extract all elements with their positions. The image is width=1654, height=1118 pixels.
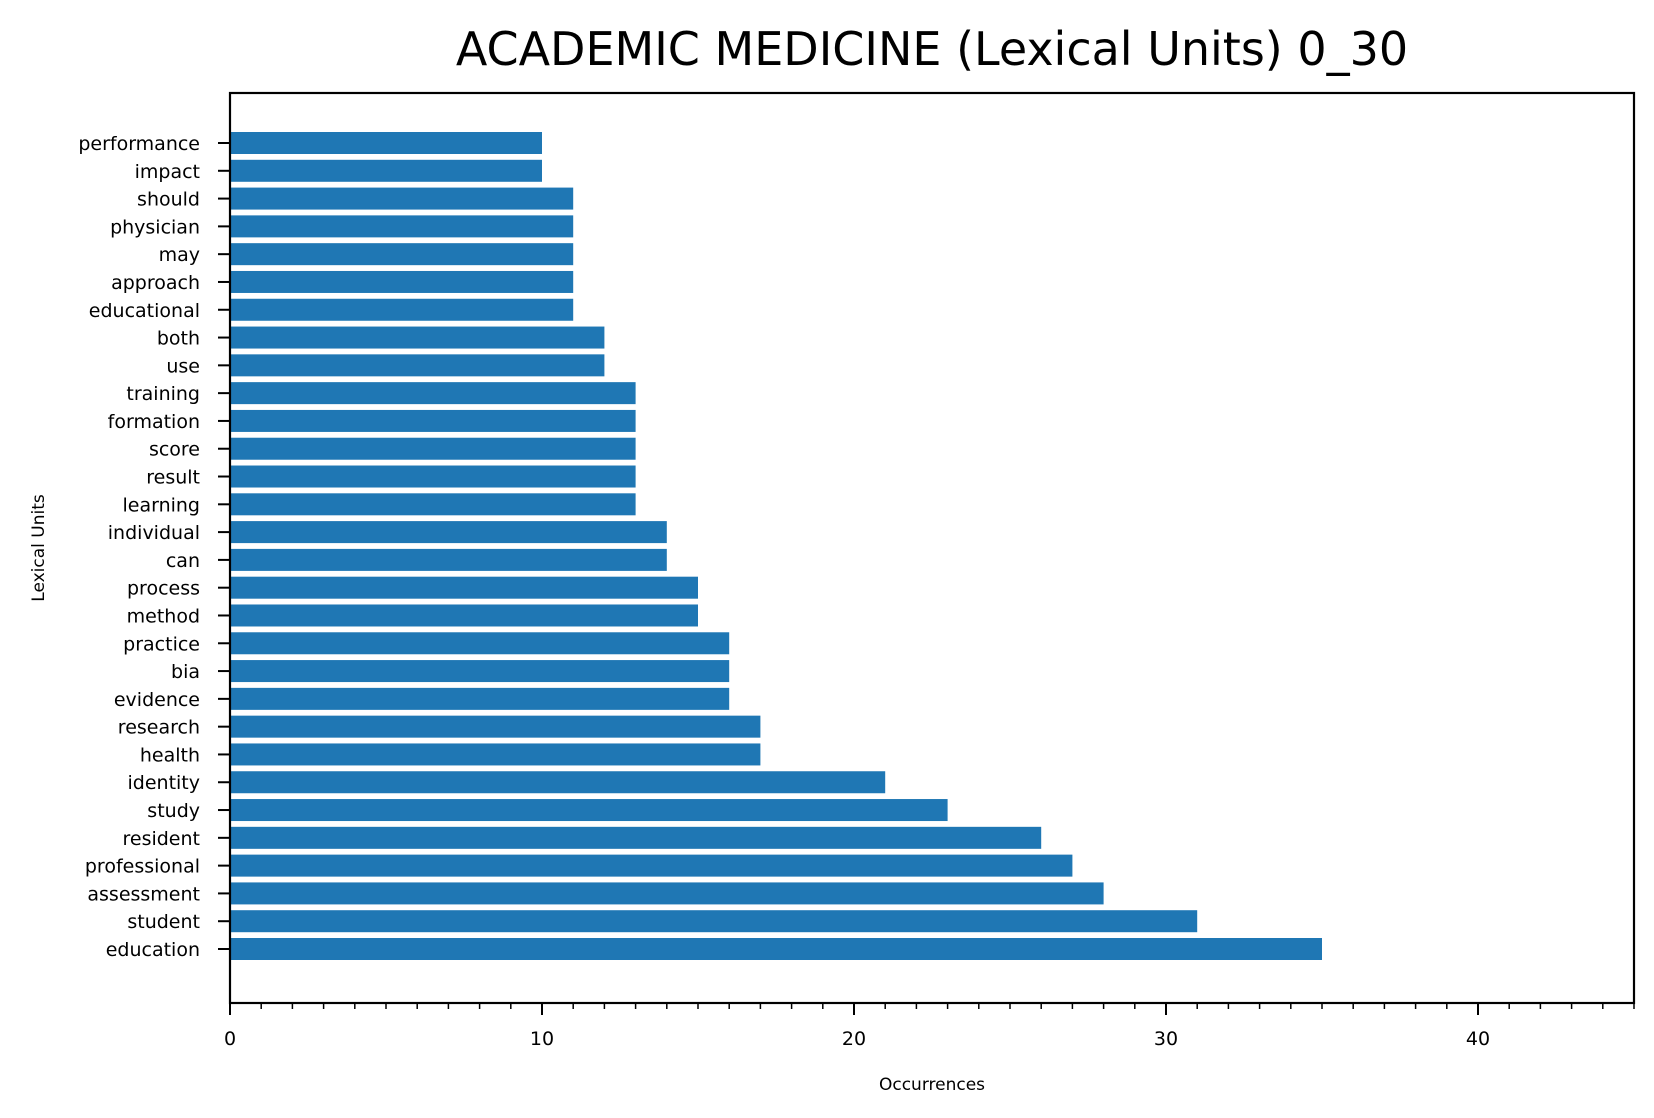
- bar-may: [230, 243, 574, 266]
- bar-training: [230, 382, 636, 405]
- x-tick-label: 0: [224, 1028, 236, 1050]
- y-tick-label: training: [126, 383, 200, 405]
- y-tick-label: method: [127, 605, 200, 627]
- bar-education: [230, 938, 1322, 960]
- bar-evidence: [230, 687, 730, 710]
- x-tick-label: 30: [1154, 1028, 1178, 1050]
- y-tick-label: education: [106, 939, 200, 961]
- bar-approach: [230, 270, 574, 293]
- y-tick-label: score: [149, 439, 200, 461]
- x-axis-ticks: 0 10 20 30 40: [224, 1003, 1635, 1050]
- bar-performance: [230, 132, 542, 154]
- y-tick-label: educational: [89, 300, 200, 322]
- bar-can: [230, 548, 667, 571]
- bar-identity: [230, 771, 886, 794]
- y-tick-label: should: [137, 189, 200, 211]
- bar-process: [230, 576, 698, 599]
- y-tick-label: physician: [110, 216, 200, 238]
- y-tick-label: can: [166, 550, 200, 572]
- bar-practice: [230, 632, 730, 655]
- x-tick-label: 10: [530, 1028, 554, 1050]
- y-tick-label: assessment: [87, 883, 200, 905]
- y-tick-label: practice: [123, 633, 200, 655]
- y-tick-label: professional: [85, 856, 200, 878]
- y-tick-label: study: [147, 800, 200, 822]
- bar-learning: [230, 493, 636, 516]
- y-tick-label: individual: [108, 522, 200, 544]
- bar-score: [230, 437, 636, 460]
- bar-resident: [230, 826, 1042, 849]
- x-axis-label: Occurrences: [879, 1075, 985, 1095]
- y-tick-label: bia: [171, 661, 200, 683]
- bar-individual: [230, 521, 667, 544]
- plot-frame: [228, 91, 1636, 1005]
- bar-assessment: [230, 882, 1104, 905]
- y-tick-label: use: [166, 355, 200, 377]
- bar-health: [230, 743, 761, 766]
- y-tick-label: resident: [122, 828, 200, 850]
- bar-method: [230, 604, 698, 627]
- y-tick-label: approach: [111, 272, 200, 294]
- x-tick-label: 20: [842, 1028, 866, 1050]
- y-axis-ticks: education student assessment professional re…: [78, 133, 230, 961]
- y-tick-label: result: [146, 467, 200, 489]
- y-axis-label: Lexical Units: [29, 494, 49, 602]
- bar-educational: [230, 298, 574, 321]
- bar-study: [230, 799, 948, 822]
- y-tick-label: health: [140, 744, 200, 766]
- y-tick-label: research: [118, 717, 200, 739]
- bar-use: [230, 354, 605, 377]
- chart-title: ACADEMIC MEDICINE (Lexical Units) 0_30: [455, 22, 1409, 76]
- bar-result: [230, 465, 636, 488]
- y-tick-label: impact: [135, 161, 200, 183]
- bar-student: [230, 910, 1198, 933]
- bars-group: [230, 132, 1322, 960]
- bar-physician: [230, 215, 574, 238]
- y-tick-label: performance: [78, 133, 200, 155]
- bar-impact: [230, 159, 542, 182]
- bar-formation: [230, 409, 636, 432]
- x-tick-label: 40: [1466, 1028, 1490, 1050]
- y-tick-label: process: [127, 578, 200, 600]
- bar-bia: [230, 660, 730, 683]
- bar-should: [230, 187, 574, 210]
- bar-both: [230, 326, 605, 349]
- y-tick-label: may: [159, 244, 200, 266]
- bar-research: [230, 715, 761, 738]
- bar-professional: [230, 854, 1073, 877]
- y-tick-label: both: [157, 328, 200, 350]
- y-tick-label: student: [127, 911, 200, 933]
- y-tick-label: learning: [122, 494, 200, 516]
- y-tick-label: identity: [128, 772, 201, 794]
- y-tick-label: evidence: [114, 689, 200, 711]
- y-tick-label: formation: [108, 411, 200, 433]
